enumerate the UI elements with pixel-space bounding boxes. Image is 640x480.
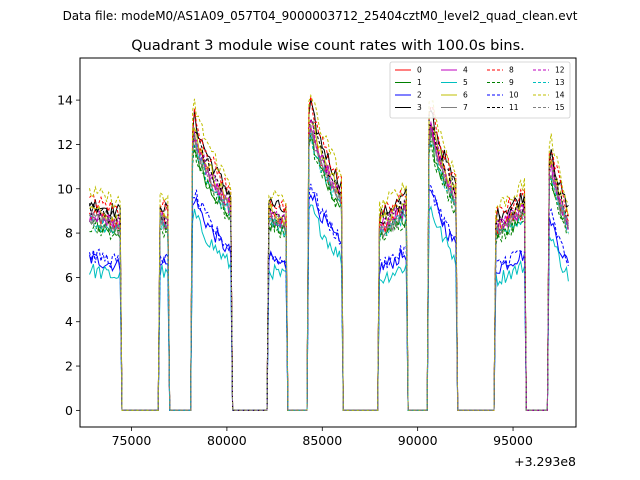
series-line-15 — [89, 123, 569, 411]
y-tick-label: 12 — [57, 137, 73, 152]
series-line-13 — [89, 132, 569, 411]
legend-label-4: 4 — [463, 66, 468, 75]
series-line-11 — [89, 119, 569, 411]
y-tick-label: 0 — [65, 403, 73, 418]
legend-box — [389, 61, 571, 119]
y-tick-label: 14 — [57, 93, 73, 108]
x-tick-label: 80000 — [207, 433, 247, 448]
x-tick-label: 75000 — [112, 433, 152, 448]
legend-label-7: 7 — [463, 103, 468, 112]
series-line-14 — [89, 93, 569, 411]
legend-label-6: 6 — [463, 91, 468, 100]
axes-ticks: 75000 80000 85000 90000 95000 0 2 4 6 8 10 12 14 — [57, 93, 533, 448]
y-tick-label: 2 — [65, 359, 73, 374]
chart-title: Quadrant 3 module wise count rates with … — [131, 38, 525, 54]
legend-label-13: 13 — [555, 78, 565, 87]
plot-lines — [89, 93, 569, 411]
legend-label-1: 1 — [417, 78, 422, 87]
legend-label-15: 15 — [555, 103, 565, 112]
x-tick-label: 85000 — [302, 433, 342, 448]
legend-label-12: 12 — [555, 66, 565, 75]
legend-label-10: 10 — [509, 91, 519, 100]
legend-label-2: 2 — [417, 91, 422, 100]
suptitle: Data file: modeM0/AS1A09_057T04_90000037… — [63, 9, 578, 23]
y-tick-label: 8 — [65, 226, 73, 241]
legend-label-8: 8 — [509, 66, 514, 75]
legend-label-14: 14 — [555, 91, 565, 100]
legend-label-11: 11 — [509, 103, 519, 112]
legend-label-5: 5 — [463, 78, 468, 87]
y-tick-label: 10 — [57, 181, 73, 196]
axes-frame — [79, 57, 577, 428]
legend-label-0: 0 — [417, 66, 422, 75]
x-tick-label: 95000 — [493, 433, 533, 448]
x-tick-label: 90000 — [398, 433, 438, 448]
legend-label-9: 9 — [509, 78, 514, 87]
y-tick-label: 4 — [65, 314, 73, 329]
legend-label-3: 3 — [417, 103, 422, 112]
x-offset-label: +3.293e8 — [514, 454, 576, 469]
y-tick-label: 6 — [65, 270, 73, 285]
